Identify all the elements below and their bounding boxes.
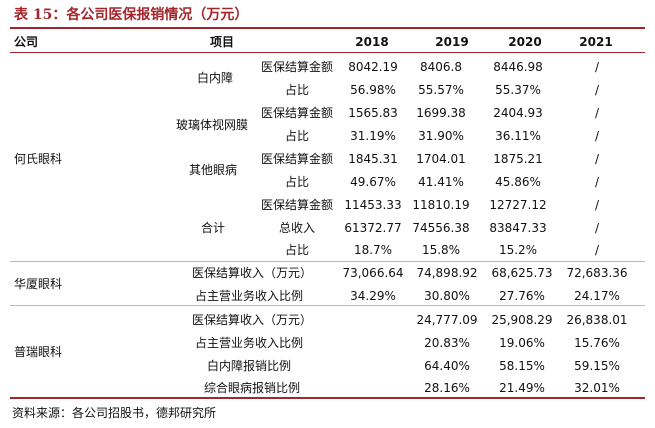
table-cell: 1845.31	[348, 152, 398, 166]
table-cell: 27.76%	[499, 289, 545, 303]
table-cell: 15.8%	[421, 243, 461, 257]
row-label: 占比	[284, 129, 310, 143]
table-cell: 74556.38	[412, 221, 470, 235]
table-cell: 24,777.09	[416, 313, 478, 327]
header-rule	[10, 52, 645, 53]
table-cell: /	[594, 243, 600, 257]
table-cell: 30.80%	[424, 289, 470, 303]
row-label: 医保结算收入（万元）	[191, 266, 313, 280]
table-cell: 18.7%	[353, 243, 393, 257]
row-label: 医保结算金额	[260, 152, 334, 166]
table-cell: 1565.83	[348, 106, 398, 120]
table-cell: 15.76%	[574, 336, 620, 350]
group-name: 白内障	[196, 71, 234, 85]
table-cell: 20.83%	[424, 336, 470, 350]
table-cell: 36.11%	[495, 129, 541, 143]
table-cell: /	[594, 221, 600, 235]
source-note: 资料来源：各公司招股书，德邦研究所	[12, 406, 217, 420]
header-year: 2020	[508, 35, 542, 49]
top-rule	[10, 27, 645, 29]
table-cell: 28.16%	[424, 381, 470, 395]
table-cell: 1699.38	[416, 106, 466, 120]
table-cell: 26,838.01	[566, 313, 628, 327]
company-name: 何氏眼科	[14, 152, 63, 166]
table-cell: 61372.77	[344, 221, 402, 235]
table-cell: 73,066.64	[342, 266, 404, 280]
row-label: 医保结算收入（万元）	[191, 313, 313, 327]
table-cell: 15.2%	[498, 243, 538, 257]
row-label: 医保结算金额	[260, 198, 334, 212]
table-cell: 2404.93	[493, 106, 543, 120]
table-cell: 32.01%	[574, 381, 620, 395]
table-cell: /	[594, 60, 600, 74]
header-company: 公司	[14, 35, 39, 49]
table-cell: /	[594, 106, 600, 120]
row-label: 医保结算金额	[260, 106, 334, 120]
table-cell: /	[594, 83, 600, 97]
table-cell: 31.19%	[350, 129, 396, 143]
row-label: 总收入	[278, 221, 316, 235]
group-name: 合计	[200, 221, 226, 235]
table-cell: 59.15%	[574, 359, 620, 373]
table-cell: 64.40%	[424, 359, 470, 373]
group-name: 玻璃体视网膜	[175, 118, 249, 132]
table-cell: 34.29%	[350, 289, 396, 303]
row-label: 占主营业务收入比例	[194, 289, 304, 303]
table-cell: 45.86%	[495, 175, 541, 189]
row-label: 占主营业务收入比例	[194, 336, 304, 350]
table-cell: 56.98%	[350, 83, 396, 97]
table-cell: 11453.33	[344, 198, 402, 212]
table-cell: 72,683.36	[566, 266, 628, 280]
table-cell: 55.37%	[495, 83, 541, 97]
table-cell: 1875.21	[493, 152, 543, 166]
row-label: 占比	[284, 83, 310, 97]
table-cell: /	[594, 152, 600, 166]
table-cell: 41.41%	[418, 175, 464, 189]
bottom-rule	[10, 397, 645, 399]
row-label: 医保结算金额	[260, 60, 334, 74]
table-cell: 25,908.29	[491, 313, 553, 327]
table-title: 表 15：各公司医保报销情况（万元）	[14, 7, 249, 23]
table-cell: 31.90%	[418, 129, 464, 143]
section-divider	[10, 261, 645, 262]
table-cell: 74,898.92	[416, 266, 478, 280]
table-cell: /	[594, 198, 600, 212]
table-cell: 19.06%	[499, 336, 545, 350]
table-cell: 68,625.73	[491, 266, 553, 280]
table-cell: 1704.01	[416, 152, 466, 166]
section-divider	[10, 305, 645, 306]
table-cell: 8406.8	[420, 60, 462, 74]
table-cell: 8042.19	[348, 60, 398, 74]
company-name: 普瑞眼科	[14, 345, 63, 359]
row-label: 综合眼病报销比例	[203, 381, 301, 395]
table-cell: 21.49%	[499, 381, 545, 395]
table-cell: 12727.12	[489, 198, 547, 212]
header-item: 项目	[209, 35, 235, 49]
company-name: 华厦眼科	[14, 277, 63, 291]
table-cell: 58.15%	[499, 359, 545, 373]
header-year: 2021	[579, 35, 613, 49]
table-cell: /	[594, 129, 600, 143]
table-cell: 83847.33	[489, 221, 547, 235]
table-cell: 55.57%	[418, 83, 464, 97]
table-cell: 49.67%	[350, 175, 396, 189]
row-label: 占比	[284, 243, 310, 257]
table-cell: /	[594, 175, 600, 189]
header-year: 2018	[355, 35, 389, 49]
row-label: 占比	[284, 175, 310, 189]
group-name: 其他眼病	[188, 163, 238, 177]
table-cell: 24.17%	[574, 289, 620, 303]
row-label: 白内障报销比例	[206, 359, 292, 373]
table-cell: 11810.19	[412, 198, 470, 212]
table-cell: 8446.98	[493, 60, 543, 74]
header-year: 2019	[435, 35, 469, 49]
